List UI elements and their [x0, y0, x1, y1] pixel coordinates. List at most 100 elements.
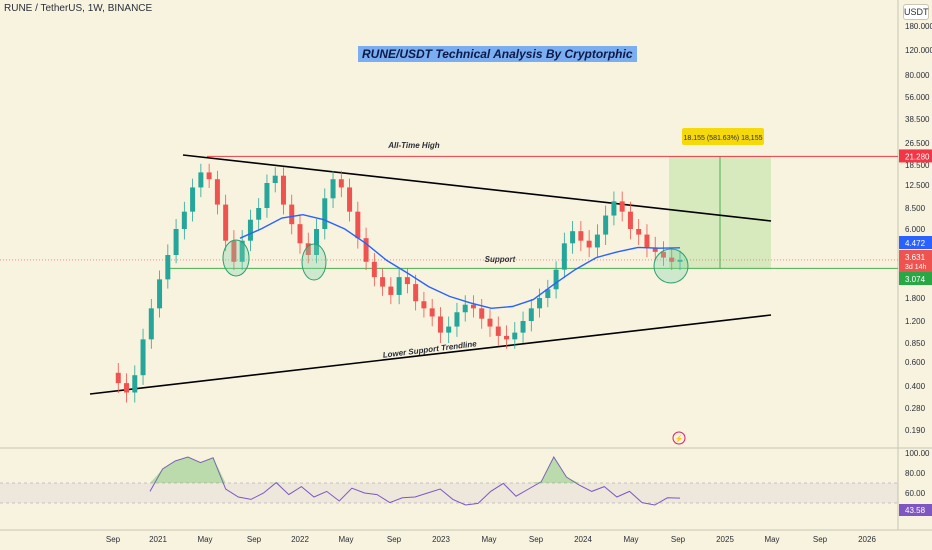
- candle-body: [256, 208, 262, 220]
- x-tick-label: May: [481, 535, 496, 544]
- x-tick-label: May: [197, 535, 212, 544]
- y-tick-label: 80.000: [905, 71, 930, 80]
- candle-body: [347, 187, 353, 212]
- y-tick-label: 26.500: [905, 139, 930, 148]
- x-tick-label: 2026: [858, 535, 876, 544]
- ath-price-badge: 21.280: [905, 152, 930, 161]
- candle-body: [140, 339, 146, 376]
- x-tick-label: May: [764, 535, 779, 544]
- candle-body: [190, 187, 196, 212]
- candle-body: [470, 304, 476, 309]
- candle-body: [437, 316, 443, 333]
- x-tick-label: 2023: [432, 535, 450, 544]
- candle-body: [545, 289, 551, 298]
- rsi-last-badge: 43.58: [905, 506, 926, 515]
- measure-label-bg: [682, 128, 764, 145]
- candle-body: [297, 224, 303, 244]
- candle-body: [528, 308, 534, 321]
- candle-body: [338, 179, 344, 188]
- candle-body: [512, 332, 518, 340]
- support-price-badge-bg: [899, 272, 932, 285]
- rsi-band: [0, 483, 898, 503]
- candle-body: [157, 279, 163, 309]
- last-price-badge: 3.631: [905, 253, 926, 262]
- candle-body: [305, 243, 311, 255]
- support-circle: [653, 248, 689, 284]
- candle-body: [603, 215, 609, 235]
- rsi-tick-label: 60.00: [905, 489, 926, 498]
- candle-body: [644, 234, 650, 248]
- candle-body: [404, 277, 410, 285]
- ath-label: All-Time High: [387, 141, 440, 150]
- candle-body: [124, 383, 130, 393]
- candle-body: [636, 229, 642, 235]
- support-price-badge: 3.074: [905, 275, 926, 284]
- candle-body: [388, 286, 394, 295]
- moving-average-line: [239, 213, 681, 310]
- candle-body: [677, 259, 683, 262]
- candle-body: [165, 255, 171, 280]
- candle-body: [652, 247, 658, 252]
- candle-body: [272, 175, 278, 183]
- y-tick-label: 0.600: [905, 358, 926, 367]
- alert-icon-glyph: ⚡: [675, 434, 684, 443]
- x-tick-label: 2024: [574, 535, 592, 544]
- candle-body: [280, 175, 286, 205]
- y-tick-label: 180.000: [905, 22, 932, 31]
- x-tick-label: Sep: [106, 535, 121, 544]
- candle-body: [619, 201, 625, 212]
- candle-body: [223, 204, 229, 241]
- y-tick-label: 8.500: [905, 204, 926, 213]
- support-circle: [301, 243, 327, 281]
- y-tick-label: 0.190: [905, 426, 926, 435]
- candle-body: [214, 179, 220, 205]
- x-tick-label: 2022: [291, 535, 309, 544]
- candle-body: [115, 372, 121, 384]
- candle-body: [198, 172, 204, 188]
- x-tick-label: May: [623, 535, 638, 544]
- candle-body: [561, 243, 567, 270]
- x-tick-label: 2021: [149, 535, 167, 544]
- y-tick-label: 18.500: [905, 161, 930, 170]
- candle-body: [231, 240, 237, 262]
- candle-body: [537, 298, 543, 309]
- measure-label: 18.155 (581.63%) 18,155: [683, 135, 762, 142]
- candle-body: [173, 229, 179, 255]
- candle-body: [429, 308, 435, 317]
- y-tick-label: 12.500: [905, 181, 930, 190]
- ath-price-badge-bg: [899, 149, 932, 163]
- last-price-badge-bg: [899, 250, 932, 272]
- candle-body: [206, 172, 212, 180]
- candle-body: [520, 321, 526, 333]
- rsi-tick-label: 100.00: [905, 449, 930, 458]
- candle-body: [355, 211, 361, 239]
- chart-title: RUNE/USDT Technical Analysis By Cryptorp…: [358, 46, 637, 62]
- ma-price-badge: 4.472: [905, 239, 926, 248]
- y-tick-label: 56.000: [905, 93, 930, 102]
- y-tick-label: 0.850: [905, 339, 926, 348]
- candle-body: [264, 182, 270, 208]
- x-tick-label: 2025: [716, 535, 734, 544]
- candle-body: [578, 231, 584, 241]
- y-tick-label: 38.500: [905, 115, 930, 124]
- unit-button[interactable]: USDT: [903, 4, 929, 20]
- candle-body: [371, 261, 377, 278]
- candle-body: [446, 326, 452, 333]
- candle-body: [586, 240, 592, 248]
- x-tick-label: Sep: [529, 535, 544, 544]
- candle-body: [148, 308, 154, 340]
- support-label: Support: [485, 255, 516, 264]
- candle-body: [495, 326, 501, 336]
- candle-body: [570, 231, 576, 244]
- candle-body: [454, 312, 460, 327]
- alert-icon: [672, 431, 686, 445]
- x-tick-label: Sep: [671, 535, 686, 544]
- symbol-header[interactable]: RUNE / TetherUS, 1W, BINANCE: [4, 3, 153, 14]
- y-tick-label: 120.000: [905, 46, 932, 55]
- candle-body: [363, 238, 369, 262]
- candle-body: [396, 277, 402, 295]
- candle-body: [239, 240, 245, 262]
- candle-body: [380, 277, 386, 287]
